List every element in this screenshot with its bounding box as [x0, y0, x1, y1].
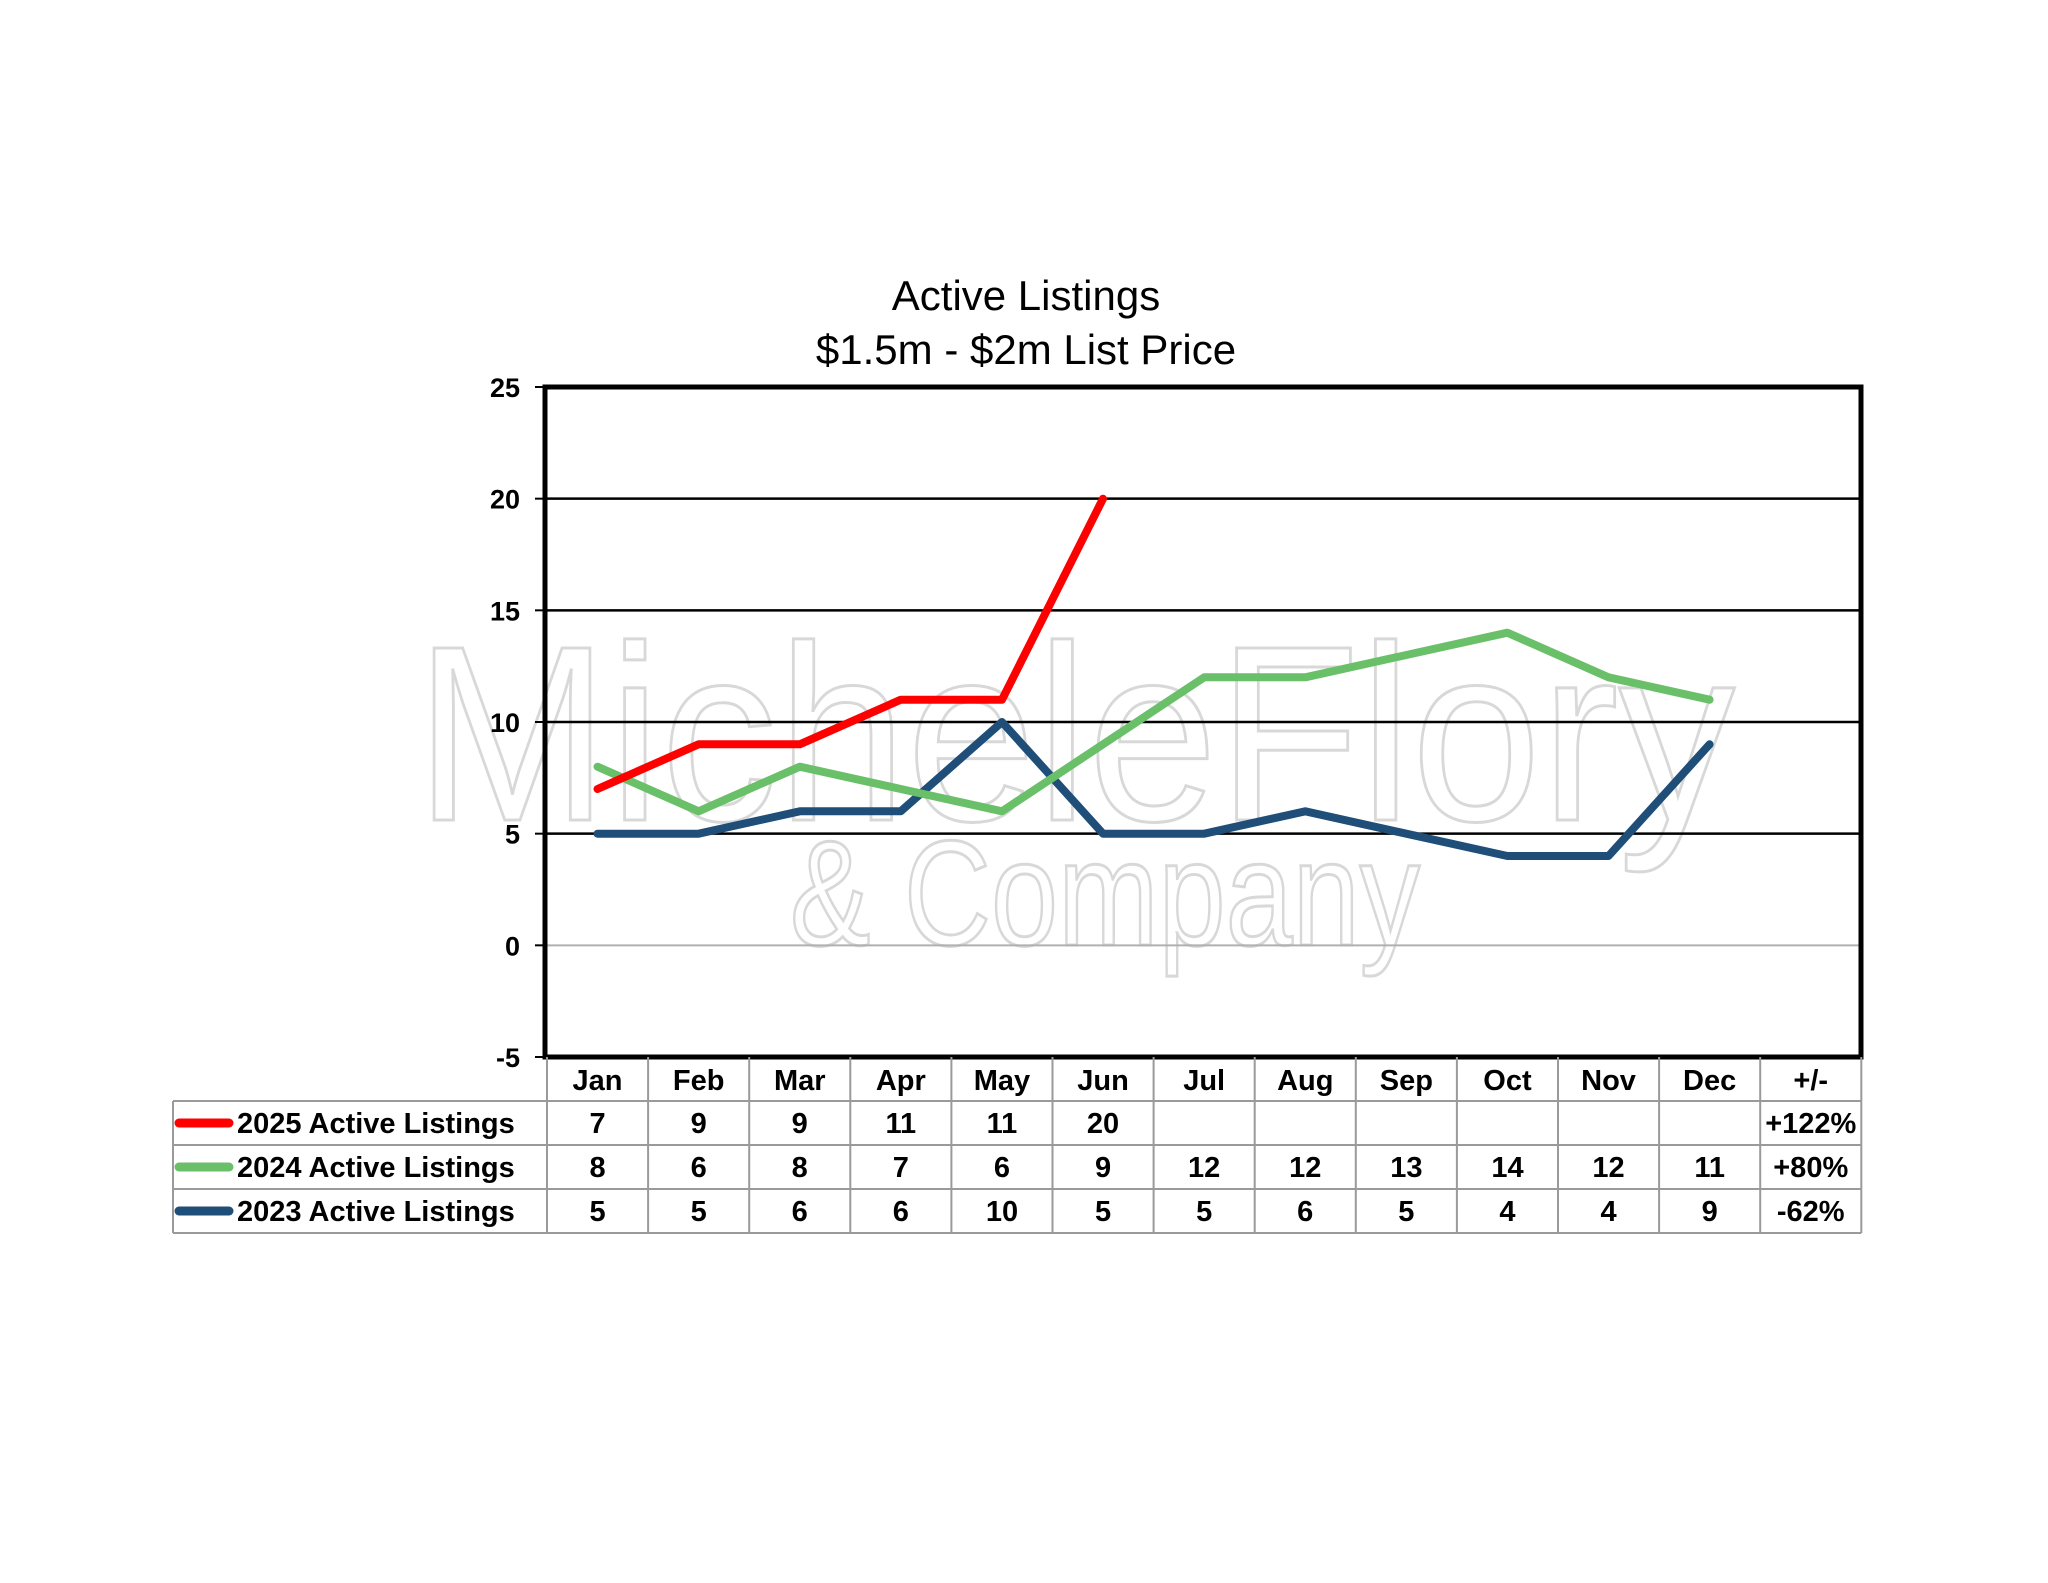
data-label: 9 [1702, 1196, 1718, 1228]
data-table: Jan Feb Mar Apr May Jun Jul Aug Sep Oct Nov Dec +/- 2… [172, 1057, 1863, 1234]
data-label: 6 [792, 1196, 808, 1228]
y-tick-label: 25 [490, 373, 520, 403]
data-label: 6 [691, 1152, 707, 1184]
legend-label: 2025 Active Listings [237, 1108, 515, 1140]
series-line [593, 718, 1714, 860]
data-label: 10 [986, 1196, 1018, 1228]
plot-frame [542, 384, 1864, 1060]
x-tick-label: Apr [876, 1065, 926, 1097]
x-tick-label: Dec [1683, 1065, 1736, 1097]
x-tick-label: Mar [774, 1065, 826, 1097]
data-label: 5 [1398, 1196, 1414, 1228]
x-tick-label: Jul [1183, 1065, 1225, 1097]
data-label: 5 [691, 1196, 707, 1228]
y-axis: -5 0 5 10 15 20 25 [490, 373, 545, 1073]
data-label: 11 [886, 1108, 917, 1140]
data-label: 9 [1095, 1152, 1111, 1184]
data-label: 6 [994, 1152, 1010, 1184]
legend-label: 2024 Active Listings [237, 1152, 515, 1184]
data-label: 5 [1196, 1196, 1212, 1228]
y-tick-label: 20 [490, 485, 520, 515]
data-label: 13 [1390, 1152, 1422, 1184]
data-label: 9 [691, 1108, 707, 1140]
y-tick-label: 10 [490, 708, 520, 738]
x-tick-label: Jan [573, 1065, 623, 1097]
data-label: 8 [589, 1152, 605, 1184]
data-label: 12 [1289, 1152, 1321, 1184]
data-label: 9 [792, 1108, 808, 1140]
data-label: 12 [1188, 1152, 1220, 1184]
data-label: 11 [987, 1108, 1018, 1140]
change-value: +80% [1773, 1152, 1848, 1184]
data-label: 7 [589, 1108, 605, 1140]
x-tick-label: Sep [1380, 1065, 1433, 1097]
x-tick-label: May [974, 1065, 1030, 1097]
data-label: 20 [1087, 1108, 1119, 1140]
gridlines [545, 497, 1861, 947]
change-value: -62% [1777, 1196, 1845, 1228]
data-label: 8 [792, 1152, 808, 1184]
x-tick-label: Jun [1077, 1065, 1129, 1097]
x-tick-label: Feb [673, 1065, 725, 1097]
series-line [593, 494, 1107, 793]
change-header: +/- [1793, 1065, 1828, 1097]
x-tick-label: Nov [1581, 1065, 1636, 1097]
data-label: 14 [1491, 1152, 1523, 1184]
chart-title: Active Listings [892, 272, 1160, 319]
legend-label: 2023 Active Listings [237, 1196, 515, 1228]
series-line [593, 628, 1714, 816]
y-tick-label: -5 [496, 1043, 520, 1073]
data-label: 4 [1600, 1196, 1616, 1228]
data-label: 6 [1297, 1196, 1313, 1228]
y-tick-label: 0 [505, 931, 520, 961]
series-lines [593, 494, 1714, 860]
data-label: 12 [1592, 1152, 1624, 1184]
data-label: 7 [893, 1152, 909, 1184]
data-label: 5 [589, 1196, 605, 1228]
y-tick-label: 15 [490, 596, 520, 626]
data-label: 6 [893, 1196, 909, 1228]
y-tick-label: 5 [505, 820, 520, 850]
chart-subtitle: $1.5m - $2m List Price [816, 326, 1236, 373]
data-label: 11 [1694, 1152, 1725, 1184]
data-label: 4 [1499, 1196, 1515, 1228]
change-value: +122% [1765, 1108, 1856, 1140]
x-tick-label: Oct [1483, 1065, 1532, 1097]
data-label: 5 [1095, 1196, 1111, 1228]
x-tick-label: Aug [1277, 1065, 1333, 1097]
